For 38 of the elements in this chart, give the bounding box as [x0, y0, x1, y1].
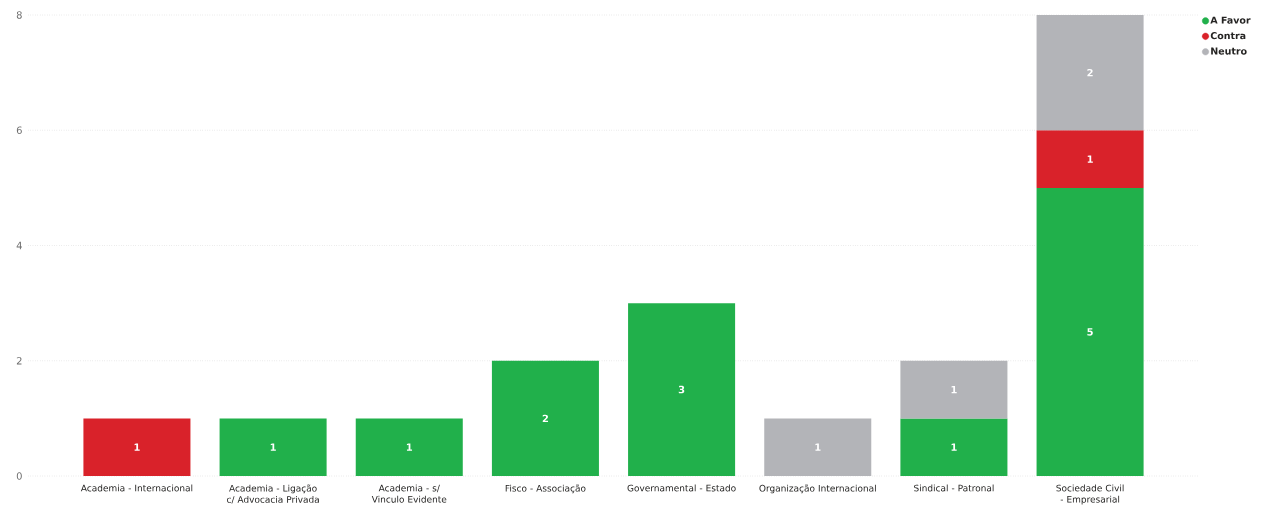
bar — [491, 360, 599, 476]
data-label: 1 — [815, 443, 821, 451]
y-tick-label: 0 — [16, 472, 22, 480]
data-label: 2 — [1087, 68, 1093, 77]
data-label: 1 — [406, 443, 413, 451]
x-tick-label: Organização Internacional — [759, 484, 876, 494]
legend-label: Contra — [1210, 32, 1246, 40]
bar — [900, 418, 1008, 476]
x-tick-label: Academia - Ligação c/ Advocacia Privada — [227, 484, 319, 504]
data-label: 3 — [678, 385, 685, 394]
bar — [83, 418, 191, 476]
y-tick-label: 8 — [16, 11, 22, 19]
y-tick-label: 6 — [16, 126, 22, 135]
x-tick-label: Governamental - Estado — [627, 484, 736, 492]
data-label: 2 — [542, 414, 549, 423]
data-label: 1 — [951, 385, 957, 394]
bar — [628, 303, 736, 476]
bar — [1036, 15, 1144, 131]
legend-label: A Favor — [1210, 16, 1251, 24]
bar — [1036, 187, 1144, 476]
bar — [764, 418, 872, 476]
data-label: 1 — [134, 443, 140, 451]
data-label: 1 — [951, 443, 957, 451]
bar — [355, 418, 463, 476]
y-tick-label: 4 — [16, 241, 22, 250]
bar — [900, 360, 1008, 419]
x-tick-label: Fisco - Associação — [505, 484, 586, 494]
x-tick-label: Academia - s/ Vinculo Evidente — [371, 484, 447, 503]
data-label: 1 — [1087, 155, 1093, 163]
data-label: 1 — [270, 443, 276, 451]
data-label: 5 — [1087, 328, 1093, 336]
y-tick-label: 2 — [16, 357, 22, 365]
x-tick-label: Sociedade Civil - Empresarial — [1056, 484, 1124, 505]
bar — [1036, 130, 1144, 188]
legend-label: Neutro — [1211, 47, 1247, 55]
bar — [219, 418, 327, 476]
x-tick-label: Academia - Internacional — [80, 484, 193, 492]
x-tick-label: Sindical - Patronal — [914, 484, 994, 492]
